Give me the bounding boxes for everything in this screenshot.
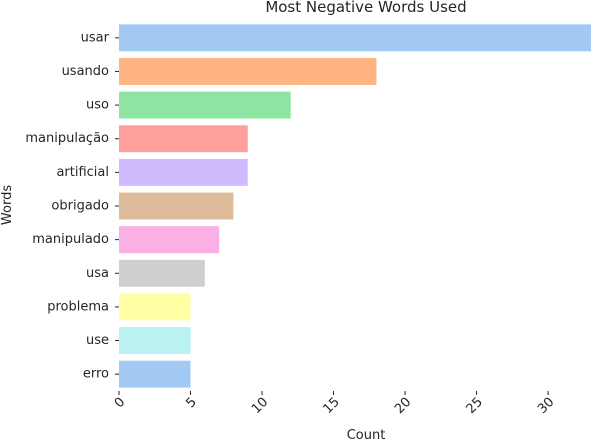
x-tick-label: 5 [183, 395, 199, 411]
y-tick-label: erro [83, 367, 109, 382]
bar-2 [119, 58, 377, 85]
y-tick-label: usar [81, 30, 110, 45]
x-axis-label: Count [347, 428, 386, 441]
x-tick-label: 15 [321, 395, 343, 417]
bar-1 [119, 24, 591, 52]
y-tick-label: obrigado [51, 199, 109, 214]
y-tick-label: usando [62, 64, 109, 79]
y-tick-label: uso [86, 98, 109, 113]
y-axis-label: Words [0, 185, 15, 225]
bar-6 [119, 192, 234, 220]
y-tick-label: problema [47, 299, 109, 314]
bar-3 [119, 91, 291, 119]
y-tick-label: artificial [56, 165, 109, 180]
bar-4 [119, 125, 248, 153]
x-tick-label: 25 [464, 395, 486, 417]
x-tick-label: 30 [535, 395, 557, 417]
bar-8 [119, 259, 205, 287]
y-tick-labels: usar usando uso manipulação artificial obriga… [25, 30, 119, 382]
y-tick-label: usa [86, 266, 109, 281]
x-tick-label: 20 [392, 395, 414, 417]
chart-title: Most Negative Words Used [265, 0, 466, 16]
bar-9 [119, 293, 191, 321]
bar-11 [119, 360, 191, 388]
x-tick-label: 10 [249, 395, 271, 417]
bar-10 [119, 327, 191, 354]
y-tick-label: use [86, 333, 109, 348]
x-tick-label: 0 [112, 395, 128, 411]
bar-5 [119, 158, 248, 186]
x-ticks: 0 5 10 15 20 25 30 [112, 391, 557, 417]
bars [119, 24, 591, 388]
y-tick-label: manipulado [32, 232, 109, 247]
y-tick-label: manipulação [25, 131, 109, 146]
bar-7 [119, 226, 220, 254]
